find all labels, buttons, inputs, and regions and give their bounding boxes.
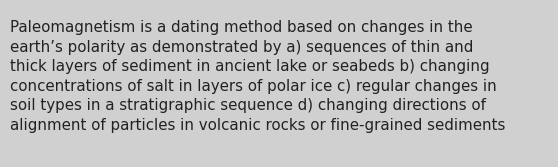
Text: Paleomagnetism is a dating method based on changes in the
earth’s polarity as de: Paleomagnetism is a dating method based … xyxy=(10,20,506,133)
